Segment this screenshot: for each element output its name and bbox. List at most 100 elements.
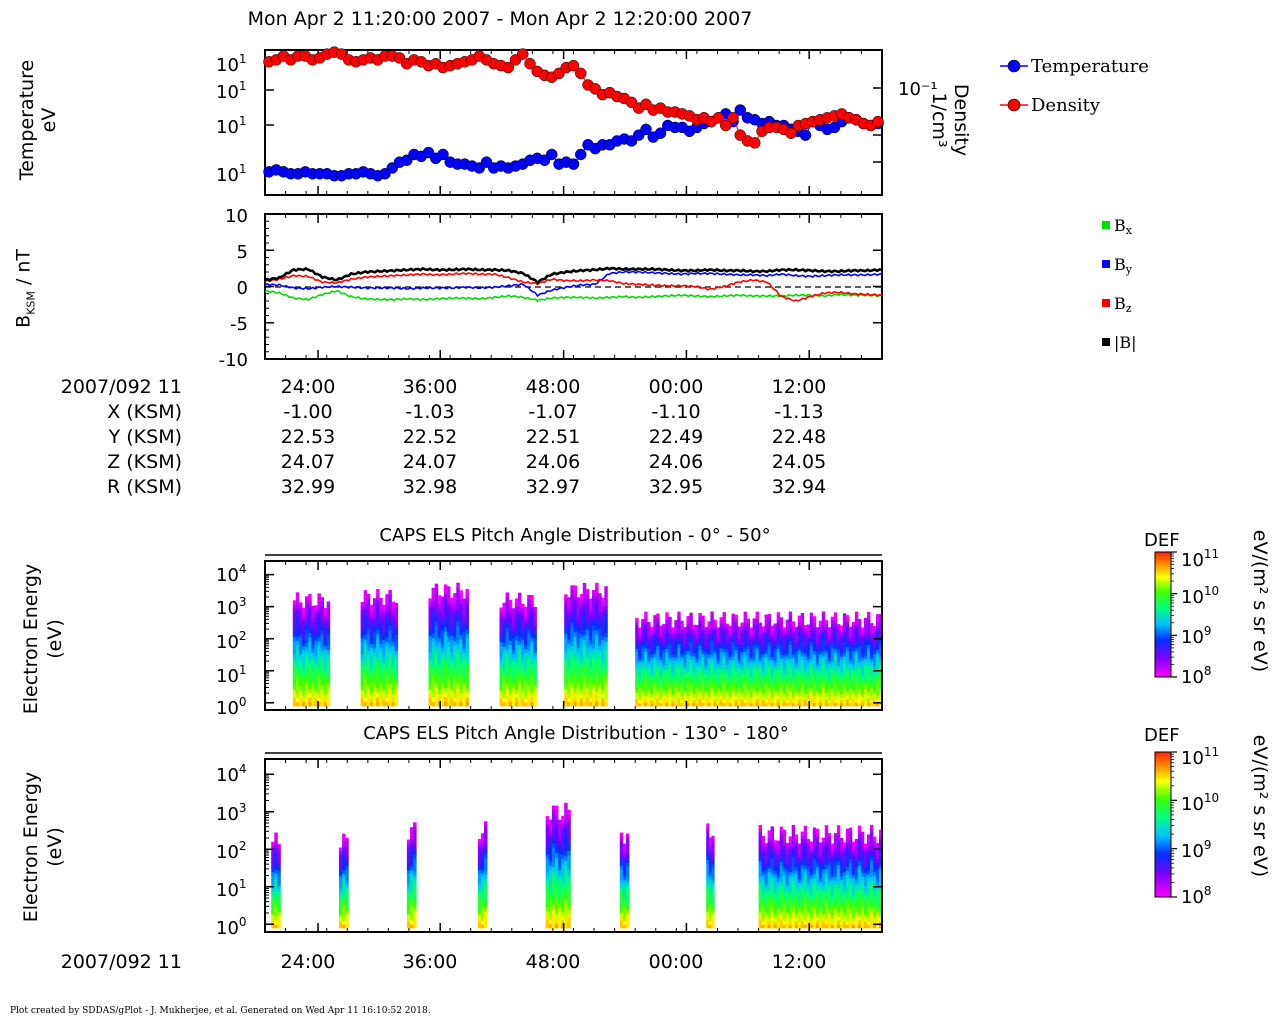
legend-bz: Bz	[1102, 294, 1132, 315]
spectrogram-cell	[555, 880, 559, 886]
spectrogram-cell	[641, 662, 645, 667]
spectrogram-cell	[653, 650, 657, 654]
spectrogram-cell	[410, 881, 414, 886]
spectrogram-cell	[385, 667, 389, 672]
spectrogram-cell	[582, 635, 587, 641]
spectrogram-cell	[431, 665, 436, 670]
spectrogram-cell	[776, 648, 781, 653]
spectrogram-cell	[298, 694, 303, 699]
spectrogram-cell	[518, 701, 522, 707]
spectrogram-cell	[848, 635, 853, 640]
spectrogram-cell	[797, 664, 802, 669]
spectrogram-cell	[545, 850, 550, 856]
spectrogram-cell	[711, 924, 715, 929]
spectrogram-cell	[710, 666, 714, 670]
spectrogram-cell	[323, 668, 328, 673]
spectrogram-cell	[320, 609, 324, 615]
spectrogram-cell	[680, 656, 684, 661]
spectrogram-cell	[511, 623, 516, 628]
spectrogram-cell	[456, 672, 460, 678]
spectrogram-cell	[722, 651, 726, 656]
spectrogram-cell	[379, 668, 383, 674]
spectrogram-cell	[779, 688, 784, 693]
spectrogram-cell	[406, 849, 411, 854]
spectrogram-cell	[668, 671, 672, 676]
spectrogram-cell	[876, 656, 880, 661]
spectrogram-cell	[462, 644, 466, 649]
spectrogram-cell	[369, 632, 374, 637]
spectrogram-cell	[776, 684, 781, 689]
spectrogram-cell	[839, 644, 844, 648]
spectrogram-cell	[803, 668, 808, 673]
spectrogram-cell	[388, 621, 392, 627]
spectrogram-cell	[548, 865, 553, 870]
spectrogram-cell	[465, 674, 469, 680]
spectrogram-cell	[406, 900, 411, 905]
spectrogram-cell	[379, 656, 383, 661]
spectrogram-cell	[710, 702, 714, 707]
spectrogram-cell	[794, 675, 799, 679]
spectrogram-cell	[695, 628, 699, 632]
spectrogram-cell	[683, 672, 687, 676]
spectrogram-cell	[410, 897, 414, 902]
spectrogram-cell	[379, 643, 383, 649]
spectrogram-cell	[314, 686, 318, 691]
spectrogram-cell	[731, 635, 735, 639]
spectrogram-cell	[692, 665, 696, 669]
spectrogram-cell	[385, 611, 389, 617]
spectrogram-cell	[277, 879, 281, 884]
spectrogram-cell	[827, 675, 832, 680]
spectrogram-cell	[456, 615, 460, 621]
spectrogram-cell	[431, 637, 436, 643]
spectrogram-cell	[434, 621, 439, 627]
spectrogram-cell	[314, 667, 318, 672]
spectrogram-cell	[674, 696, 678, 700]
spectrogram-cell	[533, 656, 537, 661]
spectrogram-cell	[683, 648, 687, 652]
spectrogram-cell	[598, 645, 602, 650]
spectrogram-cell	[292, 608, 297, 613]
spectrogram-cell	[860, 654, 865, 659]
spectrogram-cell	[533, 652, 537, 657]
spectrogram-cell	[809, 666, 814, 671]
spectrogram-cell	[564, 654, 568, 660]
spectrogram-cell	[323, 653, 328, 658]
spectrogram-cell	[573, 668, 577, 674]
spectrogram-cell	[704, 654, 708, 658]
spectrogram-cell	[708, 921, 712, 925]
spectrogram-cell	[749, 657, 753, 662]
spectrogram-cell	[524, 648, 528, 653]
spectrogram-cell	[292, 640, 297, 646]
spectrogram-cell	[465, 647, 469, 653]
spectrogram-cell	[761, 675, 765, 679]
spectrogram-cell	[683, 630, 687, 634]
spectrogram-cell	[567, 914, 571, 920]
spectrogram-cell	[845, 625, 850, 630]
spectrogram-cell	[851, 680, 856, 684]
spectrogram-cell	[773, 661, 777, 666]
spectrogram-cell	[686, 629, 690, 634]
temp-tick-1: 101	[216, 52, 247, 76]
spectrogram-cell	[363, 688, 368, 694]
panel2-legend: Bx By Bz |B|	[1102, 216, 1137, 352]
spectrogram-cell	[619, 883, 624, 888]
spectrogram-cell	[551, 913, 556, 919]
spectrogram-cell	[533, 648, 537, 654]
spectrogram-cell	[716, 690, 720, 695]
spectrogram-cell	[641, 632, 645, 636]
spectrogram-cell	[521, 690, 525, 695]
spectrogram-cell	[803, 659, 808, 663]
spectrogram-cell	[782, 660, 787, 665]
spectrogram-cell	[812, 657, 817, 662]
temperature-point	[546, 148, 558, 161]
spectrogram-cell	[668, 623, 672, 628]
spectrogram-cell	[662, 690, 666, 694]
spectrogram-cell	[815, 666, 820, 670]
spectrogram-cell	[879, 614, 883, 619]
spectrogram-cell	[391, 698, 395, 703]
spectrogram-cell	[773, 623, 777, 628]
spectrogram-cell	[716, 663, 720, 668]
spectrogram-cell	[749, 687, 753, 692]
spectrogram-cell	[824, 640, 829, 644]
spectrogram-cell	[857, 652, 862, 657]
